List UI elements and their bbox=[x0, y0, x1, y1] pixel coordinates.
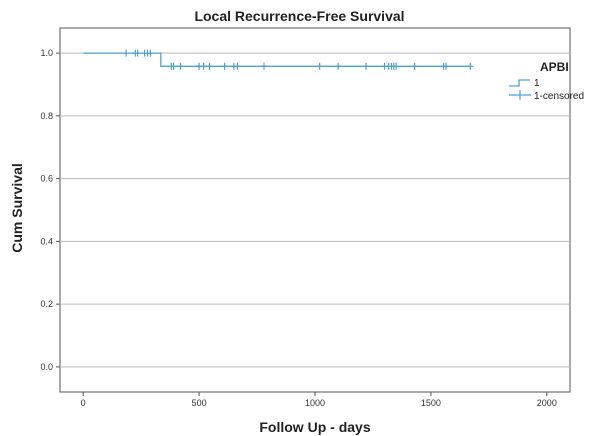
censored-marker bbox=[206, 62, 213, 70]
censored-marker bbox=[363, 62, 369, 70]
legend-step-icon bbox=[509, 79, 530, 87]
legend-title: APBI bbox=[540, 60, 569, 74]
legend-label: 1 bbox=[534, 78, 540, 89]
chart-title: Local Recurrence-Free Survival bbox=[194, 8, 405, 24]
censored-marker bbox=[234, 62, 241, 70]
legend-label: 1-censored bbox=[534, 91, 584, 102]
censored-marker bbox=[335, 62, 342, 70]
y-tick-label: 0.0 bbox=[40, 362, 53, 372]
legend-entry-censored: 1-censored bbox=[509, 90, 584, 102]
grid-lines bbox=[60, 52, 570, 368]
censored-marker bbox=[147, 49, 154, 57]
y-tick-label: 0.4 bbox=[40, 236, 53, 246]
x-tick-label: 0 bbox=[81, 398, 86, 408]
censored-marker bbox=[261, 62, 267, 70]
censored-marker bbox=[442, 62, 449, 70]
plot-area bbox=[59, 27, 571, 393]
y-axis-ticks: 0.0 0.2 0.4 0.6 0.8 1.0 bbox=[40, 48, 60, 372]
censored-marker bbox=[134, 49, 141, 57]
y-axis-label: Cum Survival bbox=[9, 163, 25, 252]
x-tick-label: 1000 bbox=[305, 398, 325, 408]
survival-curve bbox=[83, 52, 471, 67]
y-tick-label: 0.2 bbox=[40, 299, 53, 309]
legend: APBI 1 1-censored bbox=[509, 60, 584, 102]
censored-marker bbox=[467, 62, 474, 70]
x-tick-label: 1500 bbox=[421, 398, 441, 408]
censored-marker bbox=[316, 62, 323, 70]
censored-marker bbox=[221, 62, 228, 70]
censored-marker bbox=[177, 62, 184, 70]
x-axis-label: Follow Up - days bbox=[259, 419, 370, 435]
x-tick-label: 500 bbox=[192, 398, 207, 408]
y-tick-label: 1.0 bbox=[40, 48, 53, 58]
censored-marker bbox=[200, 62, 207, 70]
censored-marker bbox=[123, 49, 130, 57]
censored-marker bbox=[170, 62, 177, 70]
series-layer bbox=[83, 52, 471, 67]
censored-marker bbox=[411, 62, 418, 70]
y-tick-label: 0.8 bbox=[40, 111, 53, 121]
x-axis-ticks: 0 500 1000 1500 2000 bbox=[81, 392, 557, 408]
censored-markers bbox=[123, 49, 474, 70]
y-tick-label: 0.6 bbox=[40, 174, 53, 184]
censored-marker bbox=[393, 62, 400, 70]
x-tick-label: 2000 bbox=[537, 398, 557, 408]
legend-entry-1: 1 bbox=[509, 78, 540, 89]
